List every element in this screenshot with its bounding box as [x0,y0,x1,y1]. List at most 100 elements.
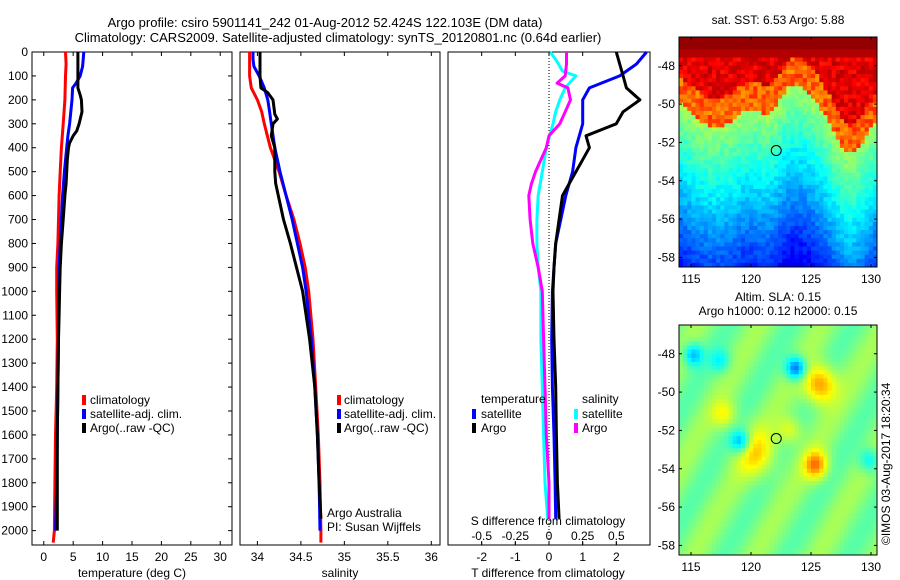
heatmap-cell [860,164,866,169]
heatmap-cell [765,102,771,108]
heatmap-cell [844,131,849,137]
heatmap-cell [757,464,763,470]
heatmap-cell [740,382,746,388]
heatmap-cell [716,361,721,367]
heatmap-cell [757,61,763,67]
heatmap-cell [728,390,734,396]
heatmap-cell [716,217,721,223]
heatmap-cell [839,139,845,145]
heatmap-cell [827,386,833,392]
heatmap-cell [806,176,812,182]
heatmap-cell [683,415,688,420]
heatmap-cell [856,481,862,486]
heatmap-cell [790,456,796,462]
heatmap-cell [679,485,684,490]
heatmap-cell [745,238,750,243]
heatmap-cell [732,230,738,235]
heatmap-cell [868,184,874,190]
heatmap-cell [707,221,713,227]
heatmap-cell [819,366,824,371]
heatmap-cell [732,468,738,474]
heatmap-cell [695,168,701,174]
heatmap-cell [860,345,866,351]
heatmap-cell [773,398,779,404]
heatmap-cell [806,205,812,210]
heatmap-cell [683,209,688,215]
heatmap-cell [716,180,721,186]
heatmap-cell [786,86,791,91]
heatmap-cell [786,440,791,445]
heatmap-cell [790,435,796,441]
heatmap-cell [819,476,824,482]
heatmap-cell [679,230,684,235]
heatmap-cell [811,102,816,108]
heatmap-cell [745,193,750,198]
heatmap-cell [798,205,804,210]
heatmap-cell [786,41,791,46]
heatmap-cell [852,411,857,416]
heatmap-cell [827,102,833,108]
heatmap-cell [707,37,713,42]
heatmap-cell [831,464,837,470]
heatmap-cell [831,337,837,342]
heatmap-cell [740,246,746,252]
heatmap-cell [782,329,787,334]
heatmap-cell [811,57,816,63]
heatmap-cell [753,464,758,470]
heatmap-cell [806,98,812,104]
heatmap-cell [782,110,787,116]
heatmap-cell [736,78,742,83]
heatmap-cell [852,209,857,215]
heatmap-cell [736,225,742,231]
heatmap-cell [699,254,705,260]
heatmap-cell [740,73,746,79]
heatmap-cell [802,337,808,342]
lon-tick-label: 125 [801,272,821,286]
heatmap-cell [761,238,767,243]
heatmap-cell [827,61,833,67]
heatmap-cell [749,468,754,474]
heatmap-cell [823,382,829,388]
series-line-s-satellite [535,51,578,519]
heatmap-cell [683,452,688,457]
heatmap-cell [707,123,713,128]
legend-label-satellite: satellite-adj. clim. [344,407,436,421]
heatmap-cell [745,390,750,396]
heatmap-cell [844,427,849,433]
heatmap-cell [753,234,758,239]
heatmap-cell [716,468,721,474]
heatmap-cell [868,411,874,416]
heatmap-cell [844,353,849,359]
heatmap-cell [823,197,829,202]
heatmap-cell [819,497,824,503]
heatmap-cell [856,73,862,79]
heatmap-cell [773,440,779,445]
heatmap-cell [749,497,754,503]
heatmap-cell [856,258,862,264]
heatmap-cell [819,238,824,243]
heatmap-cell [864,98,870,104]
heatmap-cell [761,209,767,215]
heatmap-cell [839,460,845,466]
heatmap-cell [868,448,874,453]
heatmap-cell [811,156,816,161]
heatmap-cell [683,361,688,367]
heatmap-cell [732,193,738,198]
heatmap-cell [728,411,734,416]
heatmap-cell [732,357,738,363]
heatmap-cell [790,193,796,198]
heatmap-cell [707,139,713,145]
heatmap-cell [769,357,775,363]
heatmap-cell [790,493,796,498]
heatmap-cell [802,254,808,260]
heatmap-cell [831,217,837,223]
heatmap-cell [745,353,750,359]
heatmap-cell [806,411,812,416]
heatmap-cell [707,69,713,75]
heatmap-cell [782,440,787,445]
heatmap-cell [699,152,705,157]
heatmap-cell [683,221,688,227]
heatmap-cell [819,333,824,338]
heatmap-cell [794,407,800,412]
heatmap-cell [790,139,796,145]
